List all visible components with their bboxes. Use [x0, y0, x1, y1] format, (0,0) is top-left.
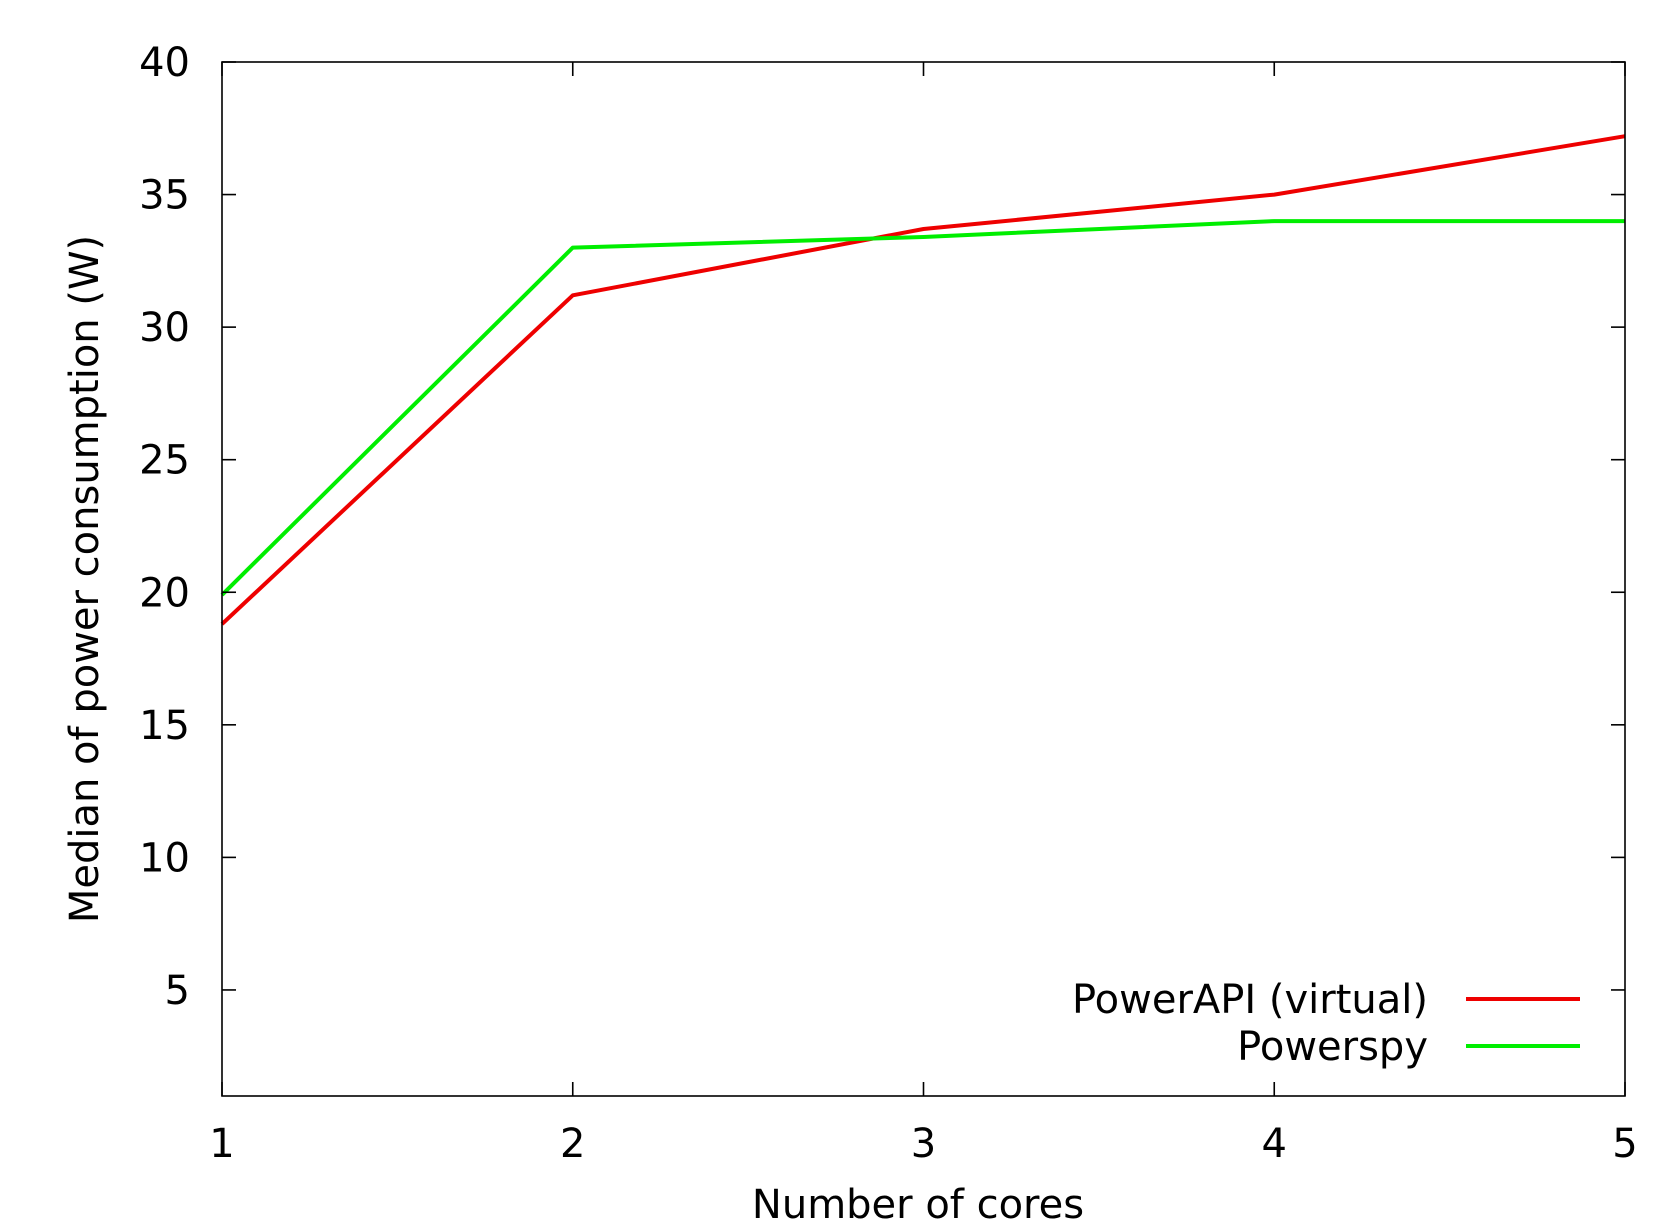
y-tick-label: 30 — [139, 305, 190, 351]
legend-label: PowerAPI (virtual) — [1072, 977, 1428, 1023]
y-tick-label: 5 — [165, 968, 190, 1014]
axis-ticks — [221, 61, 1626, 1096]
x-tick-label: 1 — [209, 1121, 234, 1167]
legend-label: Powerspy — [1237, 1024, 1428, 1070]
y-tick-label: 40 — [139, 40, 190, 86]
x-tick-label: 5 — [1612, 1121, 1637, 1167]
y-tick-label: 20 — [139, 570, 190, 616]
y-tick-label: 10 — [139, 835, 190, 881]
plot-frame — [221, 61, 1626, 1097]
x-axis-label: Number of cores — [752, 1182, 1084, 1228]
x-tick-label: 3 — [911, 1121, 936, 1167]
series-line-0 — [220, 134, 1626, 626]
y-tick-label: 35 — [139, 173, 190, 219]
x-tick-label: 2 — [560, 1121, 585, 1167]
legend: PowerAPI (virtual)Powerspy — [1072, 977, 1580, 1070]
x-tick-label: 4 — [1262, 1121, 1287, 1167]
series-line-1 — [220, 219, 1625, 597]
tick-labels: 5 10 15 20 25 30 35 40 1 2 3 4 5 — [139, 40, 1638, 1167]
y-tick-label: 15 — [139, 703, 190, 749]
series-layer — [220, 134, 1626, 626]
y-axis-label: Median of power consumption (W) — [62, 235, 108, 923]
y-tick-label: 25 — [139, 438, 190, 484]
